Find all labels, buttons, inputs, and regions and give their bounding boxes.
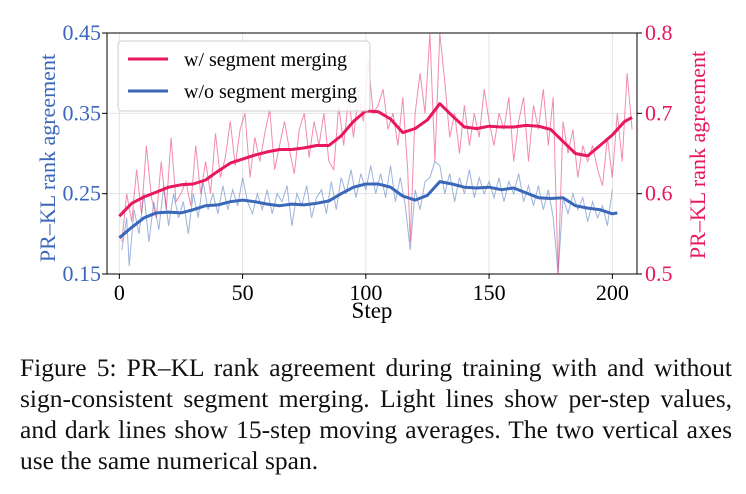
per-step-line-without-merging xyxy=(121,160,613,274)
legend: w/ segment merging w/o segment merging xyxy=(117,40,371,112)
left-y-axis: 0.15 0.25 0.35 0.45 xyxy=(63,20,107,286)
legend-box xyxy=(117,40,371,112)
x-tick-label: 100 xyxy=(349,280,382,305)
left-tick-label: 0.35 xyxy=(63,100,102,125)
right-tick-label: 0.7 xyxy=(645,100,673,125)
dual-axis-line-chart: 0.15 0.25 0.35 0.45 0.5 0.6 0.7 0.8 0 50 100 150 2… xyxy=(35,20,710,323)
plot-frame xyxy=(106,32,638,275)
right-y-axis: 0.5 0.6 0.7 0.8 xyxy=(637,20,673,286)
x-axis: 0 50 100 150 200 xyxy=(114,274,629,305)
legend-label-without-merging: w/o segment merging xyxy=(184,81,357,103)
per-step-line-with-merging xyxy=(121,33,633,274)
x-tick-label: 150 xyxy=(473,280,506,305)
figure-caption: Figure 5: PR–KL rank agreement during tr… xyxy=(20,353,732,475)
right-tick-label: 0.5 xyxy=(645,261,673,286)
right-tick-label: 0.8 xyxy=(645,20,673,45)
legend-label-with-merging: w/ segment merging xyxy=(184,49,347,71)
left-tick-label: 0.15 xyxy=(63,261,102,286)
x-tick-label: 0 xyxy=(114,280,125,305)
moving-average-line-without-merging xyxy=(118,180,618,239)
left-tick-label: 0.25 xyxy=(63,181,102,206)
left-tick-label: 0.45 xyxy=(63,20,102,45)
moving-average-line-with-merging xyxy=(118,102,633,218)
x-tick-label: 50 xyxy=(232,280,254,305)
x-tick-label: 200 xyxy=(596,280,629,305)
x-axis-label: Step xyxy=(352,298,393,323)
left-y-axis-label: PR–KL rank agreement xyxy=(35,54,60,262)
right-tick-label: 0.6 xyxy=(645,181,673,206)
series-layer xyxy=(118,33,633,274)
right-y-axis-label: PR–KL rank agreement xyxy=(685,51,710,259)
